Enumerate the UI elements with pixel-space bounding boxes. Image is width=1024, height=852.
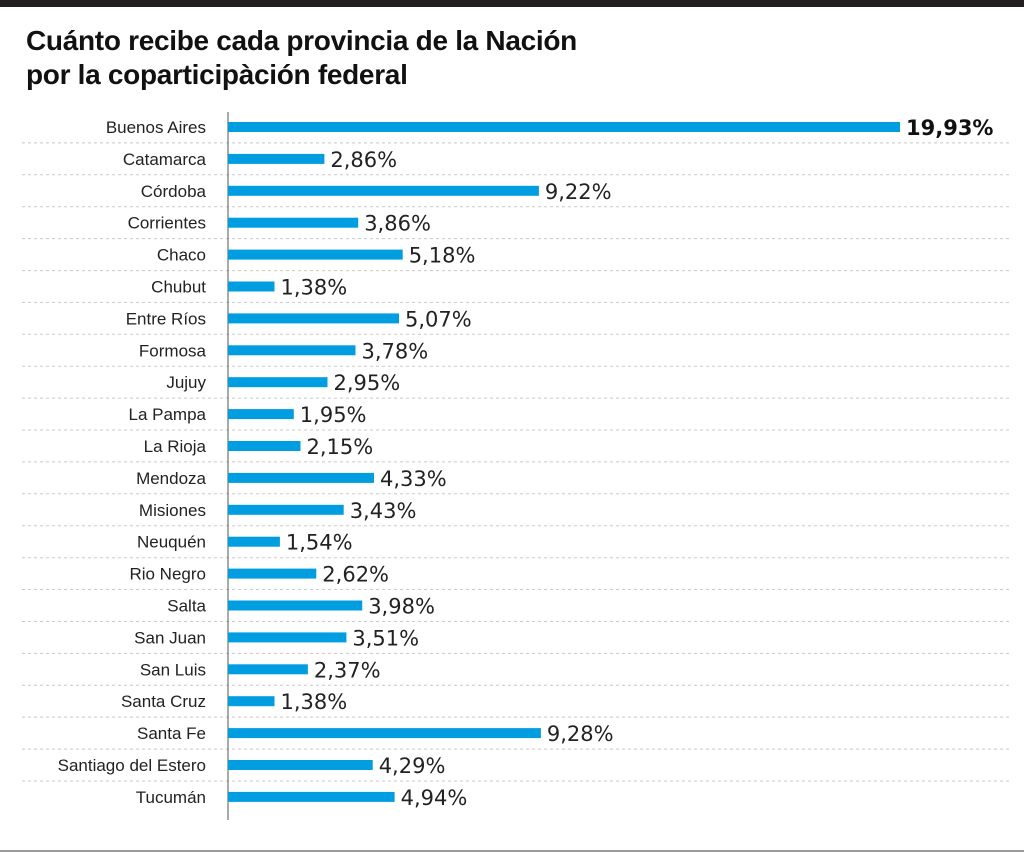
value-label: 3,51% [352,626,419,650]
value-label: 4,33% [380,467,447,491]
value-label: 9,28% [547,722,614,746]
bar [228,536,280,547]
bar [228,472,374,483]
category-label: La Pampa [129,405,207,424]
bar [228,760,373,770]
bar [228,632,347,643]
bar [228,313,399,324]
bar [228,441,301,451]
category-label: Santa Cruz [121,692,206,711]
value-label: 4,94% [401,786,468,810]
value-label: 3,86% [364,212,431,236]
chart-title-line-1: Cuánto recibe cada provincia de la Nació… [26,25,577,56]
bar [228,409,294,420]
bar [228,345,356,356]
value-label: 2,15% [307,435,374,459]
category-label: Catamarca [123,150,207,169]
category-label: Misiones [139,501,206,520]
bar [228,153,325,164]
category-label: San Luis [140,660,206,679]
category-label: Tucumán [136,788,206,807]
category-label: Rio Negro [129,565,206,584]
category-label: Entre Ríos [126,309,206,328]
category-label: Salta [167,597,206,616]
category-label: Neuquén [137,533,206,552]
value-label: 3,43% [350,499,417,523]
value-label: 5,07% [405,307,472,331]
bar [228,568,317,579]
category-label: Jujuy [166,373,206,392]
value-label: 2,62% [322,563,389,587]
bar [228,122,900,132]
bar [228,377,328,388]
value-label: 1,38% [281,276,348,300]
bar [228,696,275,707]
bar [228,217,359,228]
bar [228,728,541,739]
bottom-rule [0,850,1024,852]
value-label: 19,93% [906,116,993,140]
category-label: Santa Fe [137,724,206,743]
category-label: San Juan [134,628,206,647]
value-label: 3,78% [362,339,429,363]
chart-title: Cuánto recibe cada provincia de la Nació… [26,24,577,92]
category-label: Córdoba [141,182,207,201]
value-label: 9,22% [545,180,612,204]
value-label: 2,86% [330,148,397,172]
bar [228,504,344,515]
category-label: Mendoza [136,469,206,488]
top-rule [0,0,1024,7]
chart-title-line-2: por la coparticipàción federal [26,59,408,90]
category-label: Santiago del Estero [58,756,206,775]
value-label: 2,95% [334,371,401,395]
value-label: 4,29% [379,754,446,778]
bar [228,664,308,675]
value-label: 2,37% [314,658,381,682]
category-label: Chubut [151,278,206,297]
bar [228,600,363,611]
category-label: Formosa [139,341,207,360]
value-label: 5,18% [409,244,476,268]
bar [228,791,395,802]
value-label: 1,38% [281,690,348,714]
bar [228,281,275,292]
category-label: La Rioja [144,437,207,456]
value-label: 1,95% [300,403,367,427]
category-label: Buenos Aires [106,118,206,137]
category-label: Corrientes [128,214,206,233]
bar [228,249,403,260]
value-label: 3,98% [368,595,435,619]
bar [228,185,539,196]
category-label: Chaco [157,246,206,265]
value-label: 1,54% [286,531,353,555]
